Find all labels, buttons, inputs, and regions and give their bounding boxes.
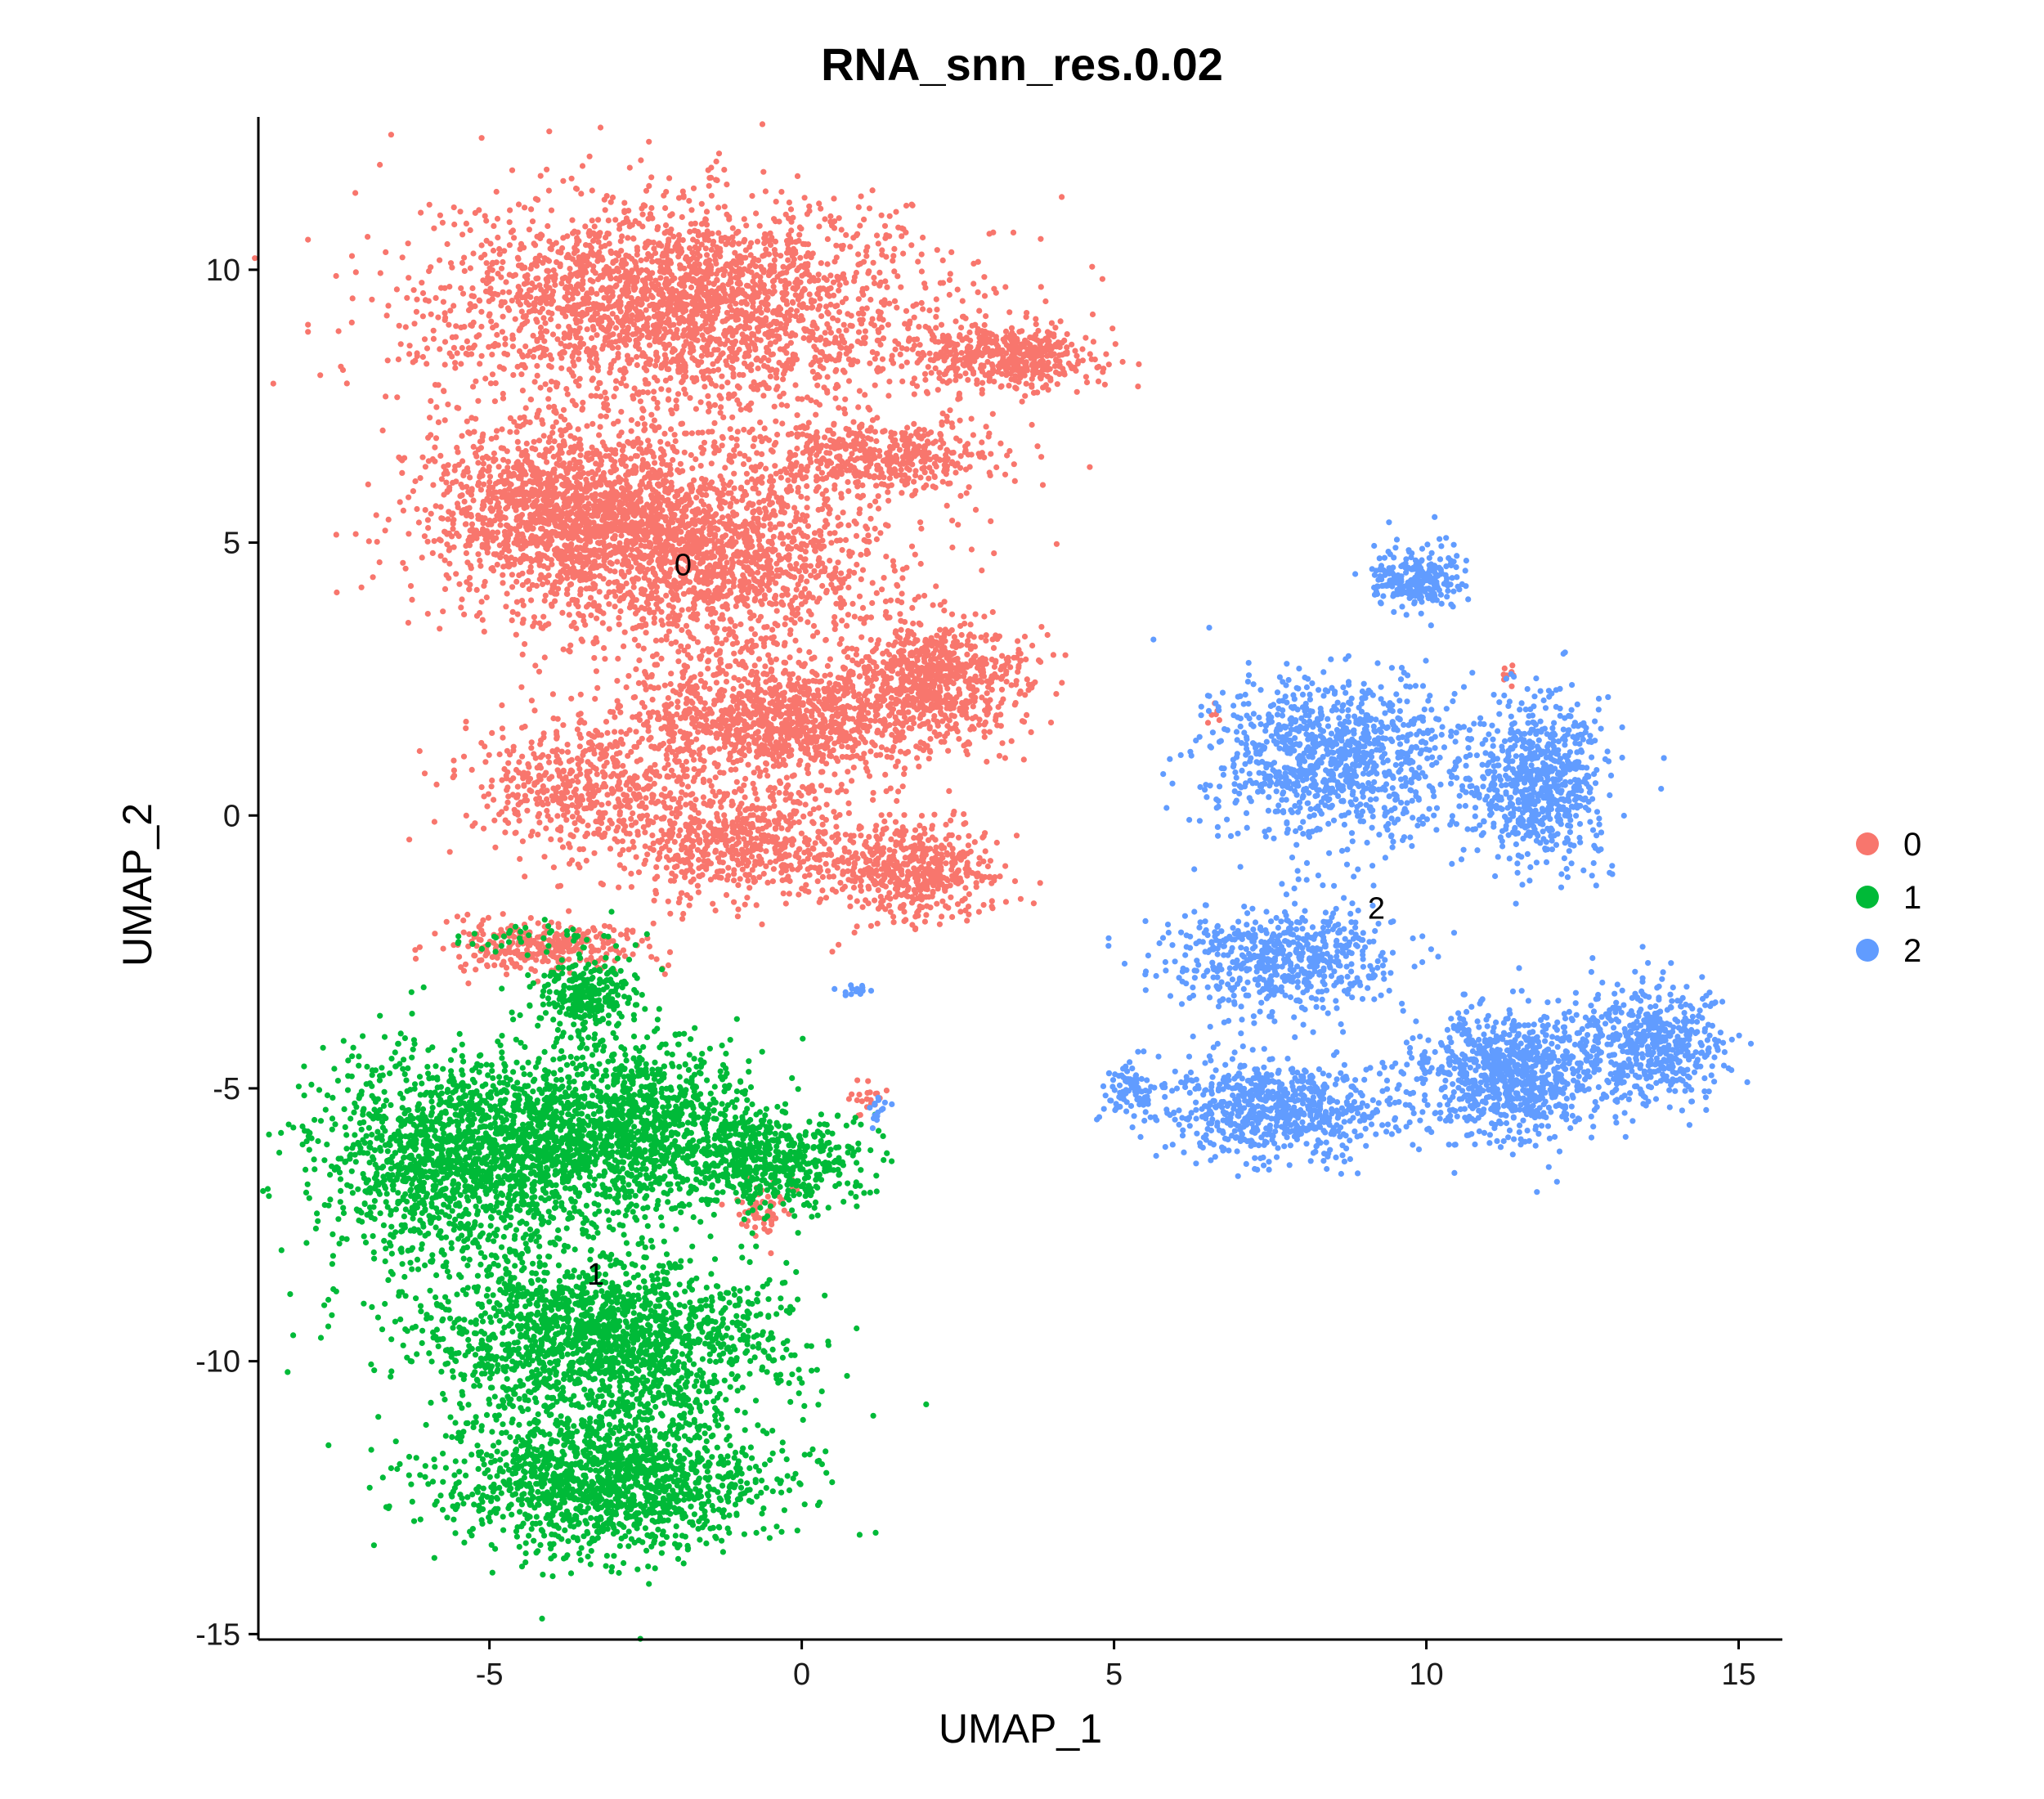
y-axis-title: UMAP_2 [114,803,160,967]
legend-key-2 [1856,939,1879,962]
series-1-dots [260,908,930,1642]
cluster-labels: 0 1 2 [587,548,1385,1292]
series-2-dots [831,514,1755,1196]
legend-key-0 [1856,832,1879,855]
y-tick-label: -5 [213,1072,240,1106]
series-2-points [831,514,1755,1196]
x-axis-title: UMAP_1 [939,1706,1102,1752]
x-tick-label: 0 [793,1658,810,1692]
x-tick-label: 15 [1721,1658,1755,1692]
y-tick-label: 10 [206,253,240,288]
legend-label-1: 1 [1903,880,1921,916]
y-tick-label: 0 [223,799,240,833]
legend: 0 1 2 [1856,827,1921,969]
cluster-label-0: 0 [675,548,692,582]
axes [257,117,1782,1641]
cluster-label-2: 2 [1368,892,1385,926]
series-0-dots [252,121,1517,1257]
legend-key-1 [1856,886,1879,908]
cluster-label-1: 1 [587,1258,604,1292]
points-layer [252,121,1755,1642]
y-tick-label: -10 [195,1345,240,1380]
x-tick-label: 10 [1409,1658,1443,1692]
series-1-points [260,908,930,1642]
legend-label-0: 0 [1903,827,1921,863]
series-0-points [252,121,1517,1257]
chart-title: RNA_snn_res.0.02 [821,38,1223,90]
x-tick-label: -5 [476,1658,504,1692]
y-tick-label: 5 [223,527,240,561]
legend-label-2: 2 [1903,933,1921,969]
y-tick-label: -15 [195,1617,240,1652]
x-tick-label: 5 [1105,1658,1123,1692]
